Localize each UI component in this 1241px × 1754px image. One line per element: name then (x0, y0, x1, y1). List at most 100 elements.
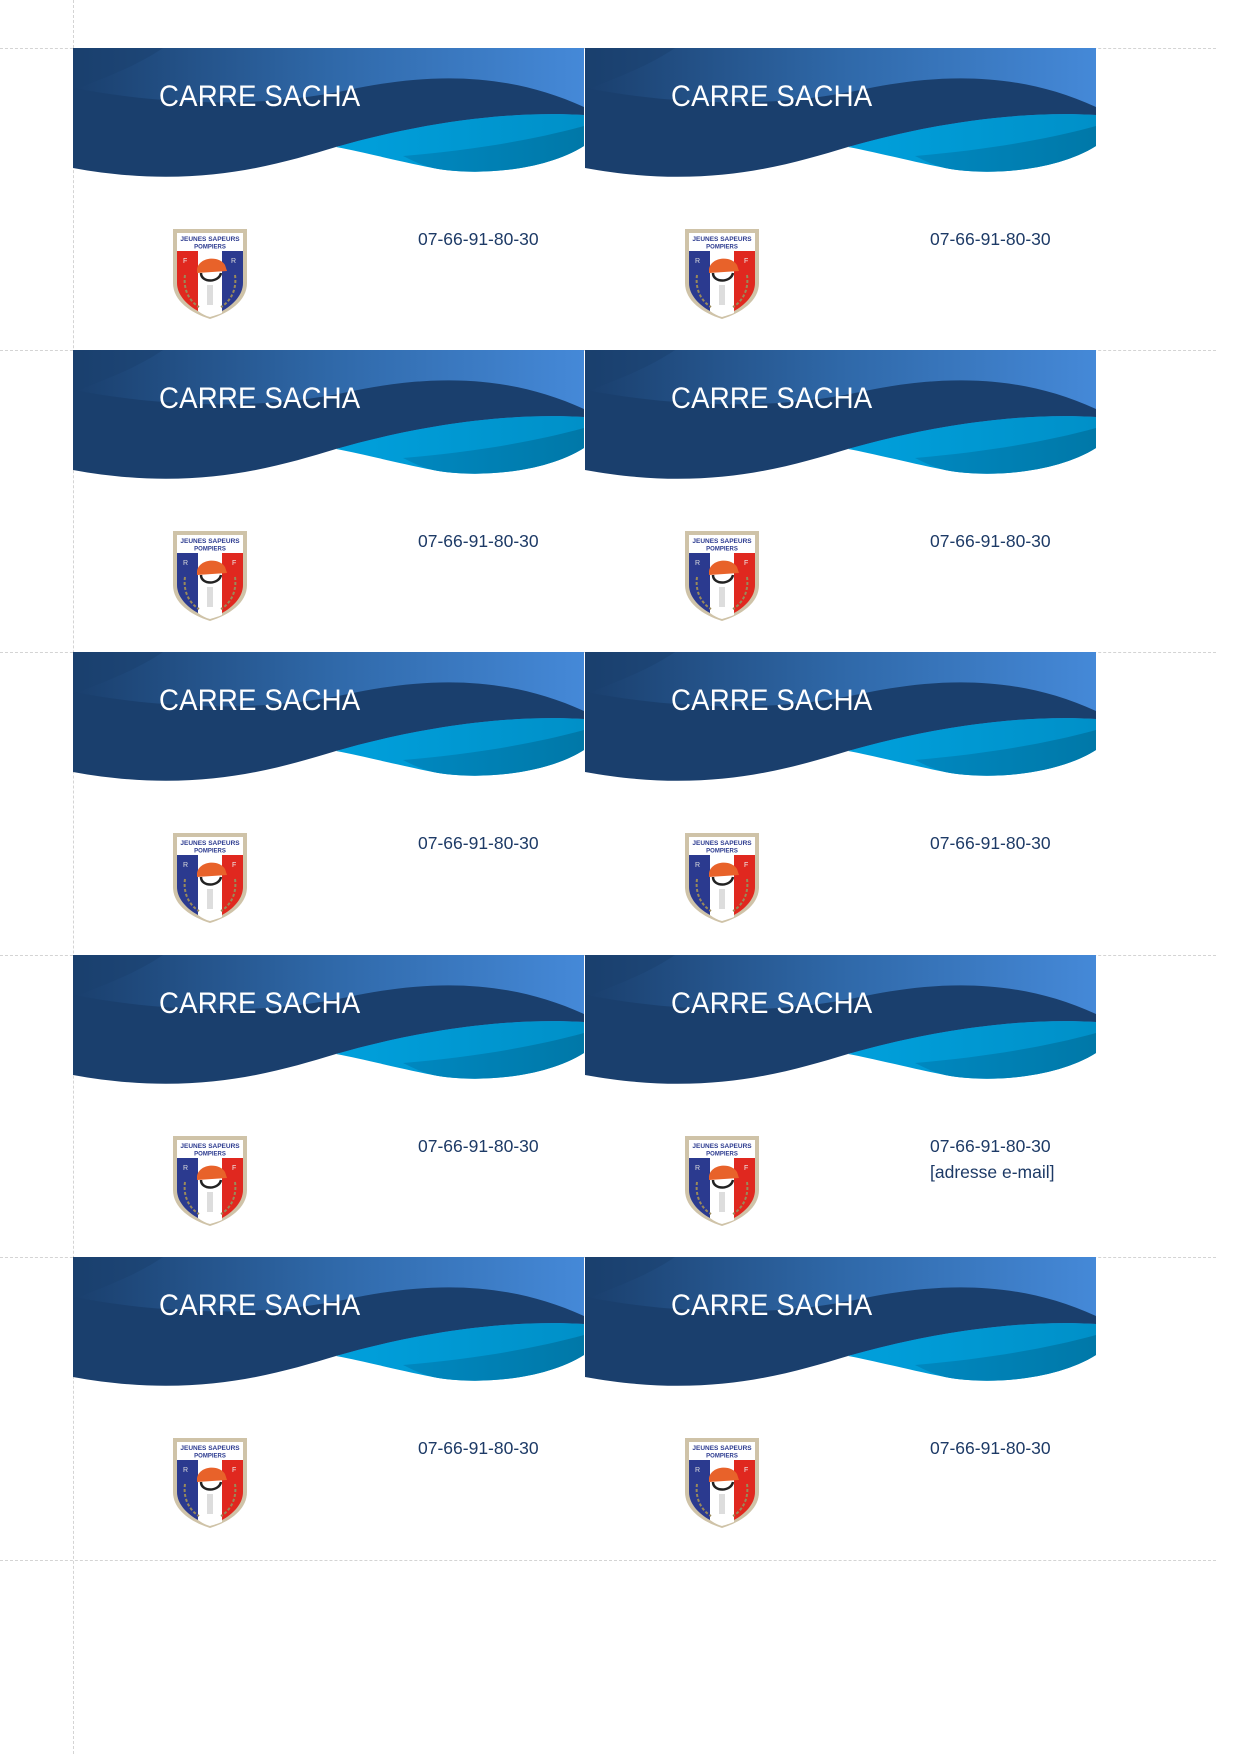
svg-text:F: F (232, 560, 236, 567)
svg-text:R: R (695, 258, 700, 265)
wave-banner (585, 350, 1096, 479)
contact-info: 07-66-91-80-30 (418, 226, 539, 252)
card-name: CARRE SACHA (159, 684, 361, 717)
svg-text:POMPIERS: POMPIERS (706, 849, 738, 855)
contact-info: 07-66-91-80-30 [adresse e-mail] (930, 1133, 1055, 1185)
contact-info: 07-66-91-80-30 (930, 1435, 1051, 1461)
phone-number: 07-66-91-80-30 (930, 833, 1051, 853)
svg-text:JEUNES SAPEURS: JEUNES SAPEURS (692, 1143, 752, 1150)
card-name: CARRE SACHA (159, 1289, 361, 1322)
cut-guide-horizontal (0, 1560, 1216, 1561)
contact-info: 07-66-91-80-30 (418, 830, 539, 856)
svg-text:POMPIERS: POMPIERS (706, 1454, 738, 1460)
svg-text:R: R (695, 560, 700, 567)
svg-text:JEUNES SAPEURS: JEUNES SAPEURS (692, 840, 752, 847)
svg-text:POMPIERS: POMPIERS (194, 1454, 226, 1460)
svg-text:POMPIERS: POMPIERS (194, 1152, 226, 1158)
jsp-shield-logo: JEUNES SAPEURS POMPIERS R F (173, 1136, 247, 1226)
svg-text:POMPIERS: POMPIERS (194, 245, 226, 251)
jsp-shield-logo: JEUNES SAPEURS POMPIERS R F (173, 229, 247, 319)
wave-banner (73, 1257, 584, 1386)
svg-text:R: R (695, 1165, 700, 1172)
phone-number: 07-66-91-80-30 (418, 531, 539, 551)
svg-text:JEUNES SAPEURS: JEUNES SAPEURS (692, 1445, 752, 1452)
svg-text:F: F (744, 862, 748, 869)
business-card: CARRE SACHA JEUNES SAPEURS POMPIERS R F … (585, 652, 1096, 954)
svg-text:F: F (183, 258, 187, 265)
business-card: CARRE SACHA JEUNES SAPEURS POMPIERS R F … (73, 1257, 584, 1559)
jsp-shield-logo: JEUNES SAPEURS POMPIERS R F (685, 229, 759, 319)
contact-info: 07-66-91-80-30 (418, 528, 539, 554)
wave-banner (73, 955, 584, 1084)
svg-text:JEUNES SAPEURS: JEUNES SAPEURS (692, 538, 752, 545)
contact-info: 07-66-91-80-30 (930, 830, 1051, 856)
business-card: CARRE SACHA JEUNES SAPEURS POMPIERS R F … (73, 350, 584, 652)
svg-text:JEUNES SAPEURS: JEUNES SAPEURS (180, 538, 240, 545)
svg-text:F: F (744, 258, 748, 265)
wave-banner (73, 48, 584, 177)
card-name: CARRE SACHA (671, 987, 873, 1020)
svg-text:JEUNES SAPEURS: JEUNES SAPEURS (180, 1445, 240, 1452)
svg-text:JEUNES SAPEURS: JEUNES SAPEURS (180, 236, 240, 243)
phone-number: 07-66-91-80-30 (418, 229, 539, 249)
svg-text:POMPIERS: POMPIERS (706, 245, 738, 251)
wave-banner (73, 652, 584, 781)
card-name: CARRE SACHA (159, 987, 361, 1020)
contact-info: 07-66-91-80-30 (930, 528, 1051, 554)
card-name: CARRE SACHA (671, 382, 873, 415)
wave-banner (585, 1257, 1096, 1386)
business-card: CARRE SACHA JEUNES SAPEURS POMPIERS R F … (585, 1257, 1096, 1559)
contact-info: 07-66-91-80-30 (418, 1435, 539, 1461)
svg-text:POMPIERS: POMPIERS (706, 1152, 738, 1158)
business-card: CARRE SACHA JEUNES SAPEURS POMPIERS R F … (73, 652, 584, 954)
jsp-shield-logo: JEUNES SAPEURS POMPIERS R F (685, 833, 759, 923)
contact-info: 07-66-91-80-30 (930, 226, 1051, 252)
svg-text:R: R (183, 862, 188, 869)
wave-banner (585, 48, 1096, 177)
jsp-shield-logo: JEUNES SAPEURS POMPIERS R F (685, 531, 759, 621)
jsp-shield-logo: JEUNES SAPEURS POMPIERS R F (685, 1136, 759, 1226)
phone-number: 07-66-91-80-30 (418, 1136, 539, 1156)
wave-banner (585, 955, 1096, 1084)
email-address: [adresse e-mail] (930, 1162, 1055, 1182)
svg-text:F: F (232, 1165, 236, 1172)
phone-number: 07-66-91-80-30 (930, 531, 1051, 551)
card-name: CARRE SACHA (671, 684, 873, 717)
wave-banner (73, 350, 584, 479)
svg-text:JEUNES SAPEURS: JEUNES SAPEURS (180, 840, 240, 847)
phone-number: 07-66-91-80-30 (930, 1438, 1051, 1458)
svg-text:POMPIERS: POMPIERS (194, 547, 226, 553)
business-card: CARRE SACHA JEUNES SAPEURS POMPIERS R F … (585, 955, 1096, 1257)
jsp-shield-logo: JEUNES SAPEURS POMPIERS R F (173, 833, 247, 923)
svg-text:R: R (695, 1467, 700, 1474)
wave-banner (585, 652, 1096, 781)
card-name: CARRE SACHA (159, 382, 361, 415)
business-card: CARRE SACHA JEUNES SAPEURS POMPIERS R F … (73, 955, 584, 1257)
jsp-shield-logo: JEUNES SAPEURS POMPIERS R F (685, 1438, 759, 1528)
svg-text:POMPIERS: POMPIERS (706, 547, 738, 553)
contact-info: 07-66-91-80-30 (418, 1133, 539, 1159)
phone-number: 07-66-91-80-30 (930, 229, 1051, 249)
svg-text:R: R (695, 862, 700, 869)
svg-text:R: R (183, 1165, 188, 1172)
svg-text:F: F (744, 560, 748, 567)
card-name: CARRE SACHA (159, 80, 361, 113)
card-name: CARRE SACHA (671, 80, 873, 113)
svg-text:F: F (744, 1467, 748, 1474)
jsp-shield-logo: JEUNES SAPEURS POMPIERS R F (173, 531, 247, 621)
phone-number: 07-66-91-80-30 (418, 1438, 539, 1458)
business-card: CARRE SACHA JEUNES SAPEURS POMPIERS R F … (585, 350, 1096, 652)
svg-text:R: R (231, 258, 236, 265)
svg-text:POMPIERS: POMPIERS (194, 849, 226, 855)
jsp-shield-logo: JEUNES SAPEURS POMPIERS R F (173, 1438, 247, 1528)
business-card: CARRE SACHA JEUNES SAPEURS POMPIERS R F … (585, 48, 1096, 350)
svg-text:F: F (744, 1165, 748, 1172)
svg-text:F: F (232, 1467, 236, 1474)
svg-text:F: F (232, 862, 236, 869)
svg-text:JEUNES SAPEURS: JEUNES SAPEURS (180, 1143, 240, 1150)
svg-text:R: R (183, 1467, 188, 1474)
svg-text:R: R (183, 560, 188, 567)
card-name: CARRE SACHA (671, 1289, 873, 1322)
cut-guide-vertical (73, 0, 74, 1754)
svg-text:JEUNES SAPEURS: JEUNES SAPEURS (692, 236, 752, 243)
